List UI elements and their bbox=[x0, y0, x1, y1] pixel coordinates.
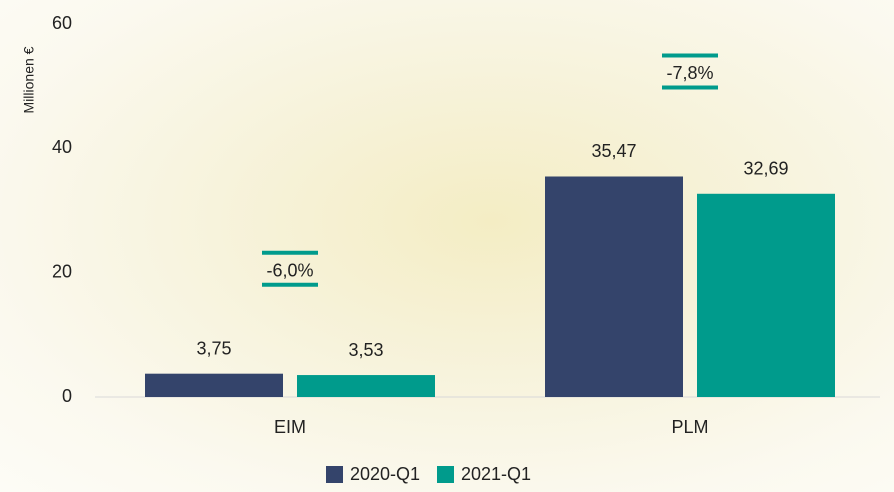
bar bbox=[697, 193, 835, 397]
y-axis-label: Millionen € bbox=[21, 46, 37, 113]
bar bbox=[545, 176, 683, 397]
annotation: -7,8% bbox=[666, 63, 713, 83]
legend-label: 2020-Q1 bbox=[350, 464, 420, 484]
bar bbox=[297, 375, 435, 397]
bar bbox=[145, 373, 283, 397]
x-tick-label: EIM bbox=[274, 417, 306, 437]
x-tick-label: PLM bbox=[671, 417, 708, 437]
data-label: 3,75 bbox=[196, 338, 231, 358]
data-label: 32,69 bbox=[743, 159, 788, 179]
legend-swatch bbox=[437, 466, 454, 483]
y-tick-label: 20 bbox=[52, 261, 72, 281]
data-label: 3,53 bbox=[348, 340, 383, 360]
data-label: 35,47 bbox=[591, 141, 636, 161]
annotation: -6,0% bbox=[266, 260, 313, 280]
legend-label: 2021-Q1 bbox=[461, 464, 531, 484]
y-tick-label: 60 bbox=[52, 13, 72, 33]
y-tick-label: 0 bbox=[62, 386, 72, 406]
y-tick-label: 40 bbox=[52, 137, 72, 157]
legend-swatch bbox=[326, 466, 343, 483]
